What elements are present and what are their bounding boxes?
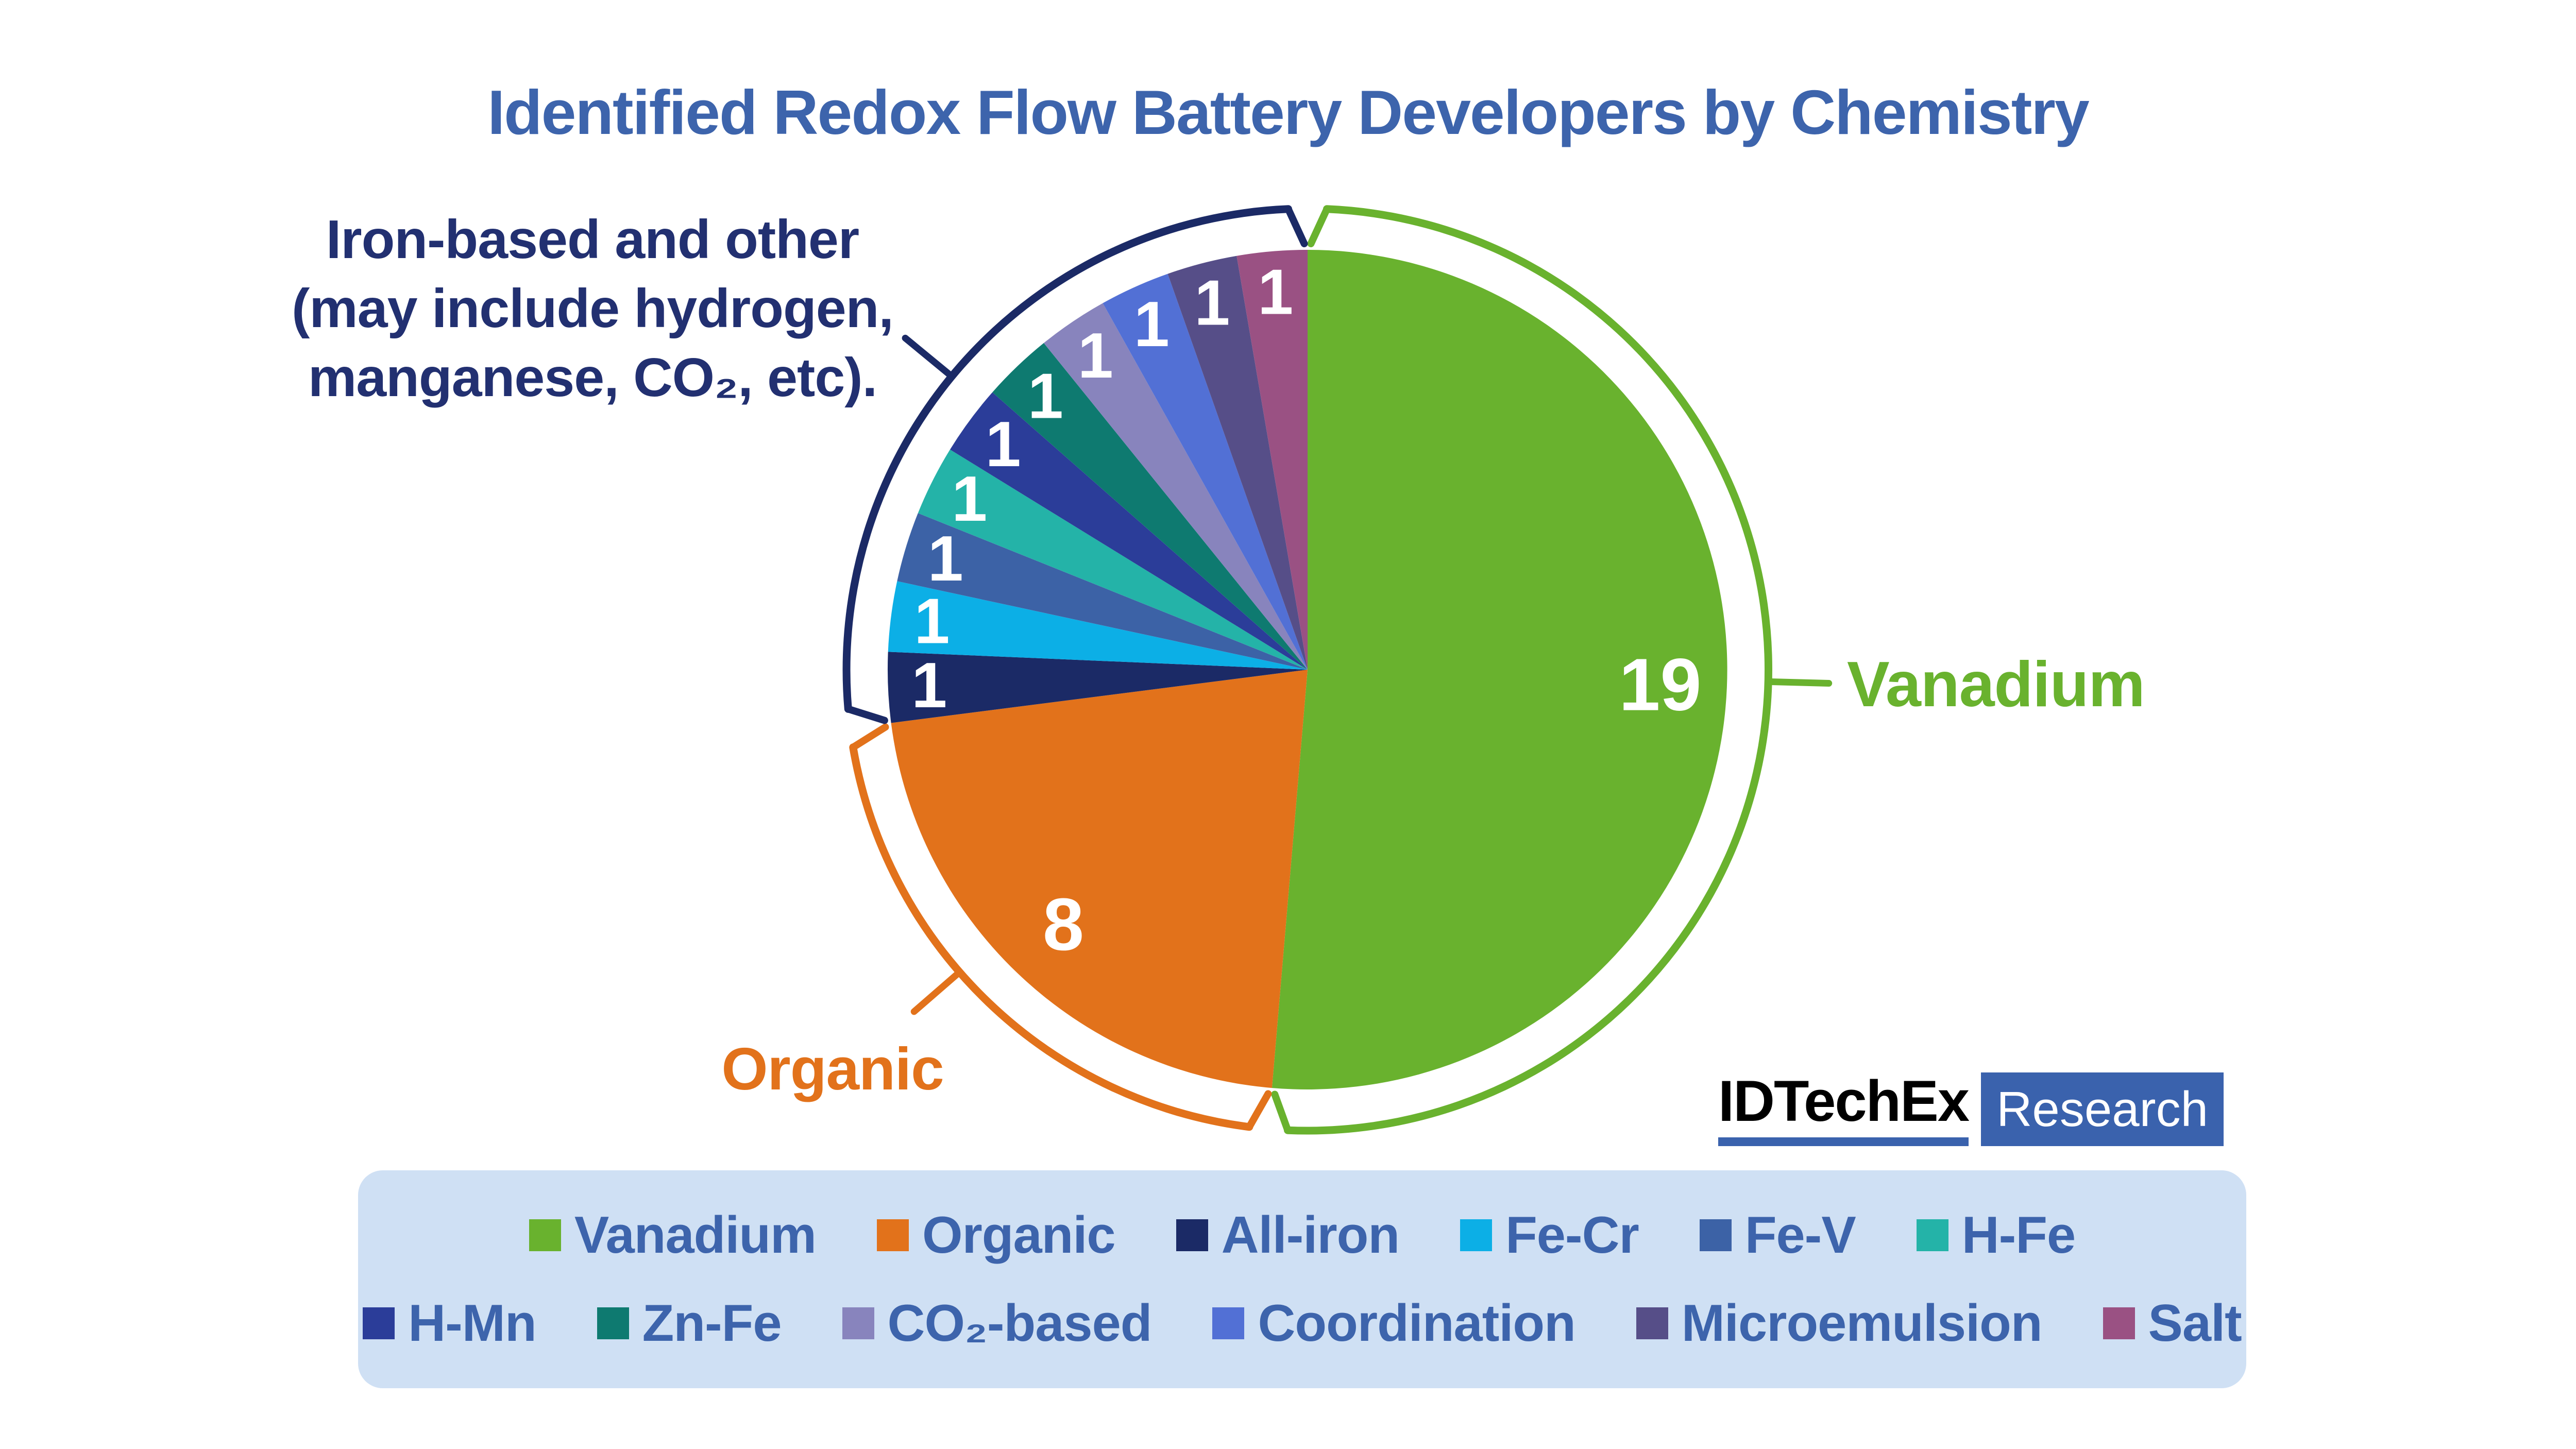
legend-swatch-icon — [1460, 1219, 1493, 1251]
legend-swatch-icon — [1699, 1219, 1732, 1251]
value-label-Vanadium: 19 — [1619, 643, 1701, 726]
value-label-Zn-Fe: 1 — [1028, 361, 1063, 432]
pie-slice-Salt — [1236, 249, 1308, 670]
value-label-Microemulsion: 1 — [1194, 268, 1230, 339]
value-label-Coordination: 1 — [1134, 289, 1170, 360]
legend-row-1: Vanadium Organic All-iron Fe-Cr Fe-V H-Fe — [358, 1209, 2246, 1262]
legend-swatch-icon — [529, 1219, 561, 1251]
idtechex-logo: IDTechEx Research — [1718, 1072, 2224, 1146]
legend-swatch-icon — [842, 1307, 874, 1339]
legend-item-All-iron: All-iron — [1176, 1206, 1400, 1264]
legend-label: Microemulsion — [1681, 1294, 2043, 1352]
bracket-arc-Vanadium — [1284, 205, 1773, 1135]
bracket-endcap-Iron-based and other — [844, 705, 888, 724]
legend-swatch-icon — [876, 1219, 909, 1251]
logo-underline — [1718, 1137, 1969, 1146]
pie-slice-H-Fe — [918, 449, 1308, 670]
bracket-endcap-Organic — [849, 723, 889, 751]
bracket-endcap-Organic — [1245, 1090, 1272, 1131]
vanadium-callout-label: Vanadium — [1847, 649, 2145, 720]
pie-slice-Microemulsion — [1167, 255, 1308, 670]
value-label-All-iron: 1 — [911, 650, 947, 721]
legend-swatch-icon — [597, 1307, 629, 1339]
legend-item-Fe-Cr: Fe-Cr — [1460, 1209, 1639, 1262]
iron-group-annotation: Iron-based and other (may include hydrog… — [242, 205, 943, 412]
legend-panel: Vanadium Organic All-iron Fe-Cr Fe-V H-Fe H-M… — [358, 1170, 2246, 1388]
value-label-H-Mn: 1 — [986, 409, 1021, 480]
value-label-Fe-V: 1 — [928, 523, 963, 594]
pie-slice-Organic — [891, 670, 1308, 1088]
value-label-Organic: 8 — [1043, 883, 1084, 966]
value-label-Fe-Cr: 1 — [914, 586, 950, 657]
legend-swatch-icon — [1636, 1307, 1668, 1339]
bracket-leader-Iron-based and other — [902, 334, 955, 380]
legend-label: Coordination — [1258, 1294, 1575, 1352]
value-label-CO₂-based: 1 — [1078, 320, 1113, 391]
bracket-arc-Organic — [849, 743, 1253, 1131]
logo-brand-block: IDTechEx — [1718, 1069, 1970, 1146]
legend-swatch-icon — [1212, 1307, 1245, 1339]
pie-slice-All-iron — [887, 652, 1308, 723]
pie-slice-Fe-V — [897, 513, 1308, 670]
legend-item-H-Mn: H-Mn — [363, 1294, 537, 1352]
legend-label: CO₂-based — [887, 1294, 1153, 1352]
legend-swatch-icon — [363, 1307, 395, 1339]
legend-swatch-icon — [1176, 1219, 1208, 1251]
logo-brand-text: IDTechEx — [1718, 1069, 1970, 1133]
annotation-line: manganese, CO₂, etc). — [308, 347, 877, 408]
pie-slice-Vanadium — [1272, 250, 1727, 1089]
legend-label: Vanadium — [574, 1206, 817, 1264]
legend-label: Salt — [2148, 1294, 2242, 1352]
legend-item-Vanadium: Vanadium — [529, 1206, 817, 1264]
bracket-endcap-Vanadium — [1307, 205, 1331, 247]
logo-research-box: Research — [1981, 1072, 2224, 1146]
legend-item-Organic: Organic — [876, 1206, 1116, 1264]
value-label-Salt: 1 — [1258, 257, 1293, 328]
legend-item-Microemulsion: Microemulsion — [1636, 1294, 2043, 1352]
chart-title: Identified Redox Flow Battery Developers… — [487, 77, 2089, 147]
legend-item-Fe-V: Fe-V — [1699, 1206, 1856, 1264]
pie-slice-H-Mn — [950, 392, 1308, 670]
legend-label: Fe-Cr — [1505, 1206, 1639, 1264]
bracket-leader-Vanadium — [1765, 678, 1833, 687]
legend-label: H-Mn — [408, 1294, 536, 1352]
legend-item-Coordination: Coordination — [1212, 1294, 1576, 1352]
legend-row-2: H-Mn Zn-Fe CO₂-based Coordination Microemuls… — [358, 1294, 2246, 1352]
organic-callout-label: Organic — [721, 1035, 944, 1102]
pie-slice-CO₂-based — [1044, 303, 1308, 670]
bracket-arc-Iron-based and other — [842, 205, 1292, 713]
pie-slice-Zn-Fe — [992, 343, 1308, 670]
legend-swatch-icon — [2103, 1307, 2135, 1339]
legend-label: H-Fe — [1961, 1206, 2076, 1264]
annotation-line: Iron-based and other — [326, 209, 859, 270]
pie-slice-Fe-Cr — [888, 581, 1308, 670]
legend-label: All-iron — [1221, 1206, 1400, 1264]
annotation-line: (may include hydrogen, — [292, 278, 894, 339]
legend-label: Fe-V — [1744, 1206, 1856, 1264]
pie-slice-Coordination — [1103, 274, 1308, 670]
legend-item-Zn-Fe: Zn-Fe — [597, 1294, 782, 1352]
bracket-endcap-Iron-based and other — [1284, 205, 1308, 247]
legend-item-CO₂-based: CO₂-based — [842, 1294, 1153, 1352]
legend-item-H-Fe: H-Fe — [1916, 1206, 2076, 1264]
legend-label: Organic — [922, 1206, 1116, 1264]
legend-swatch-icon — [1916, 1219, 1948, 1251]
value-label-H-Fe: 1 — [952, 464, 987, 535]
logo-research-text: Research — [1996, 1081, 2208, 1137]
bracket-endcap-Vanadium — [1271, 1090, 1292, 1134]
legend-label: Zn-Fe — [642, 1294, 782, 1352]
legend-item-Salt: Salt — [2103, 1294, 2242, 1352]
bracket-leader-Organic — [910, 968, 963, 1015]
